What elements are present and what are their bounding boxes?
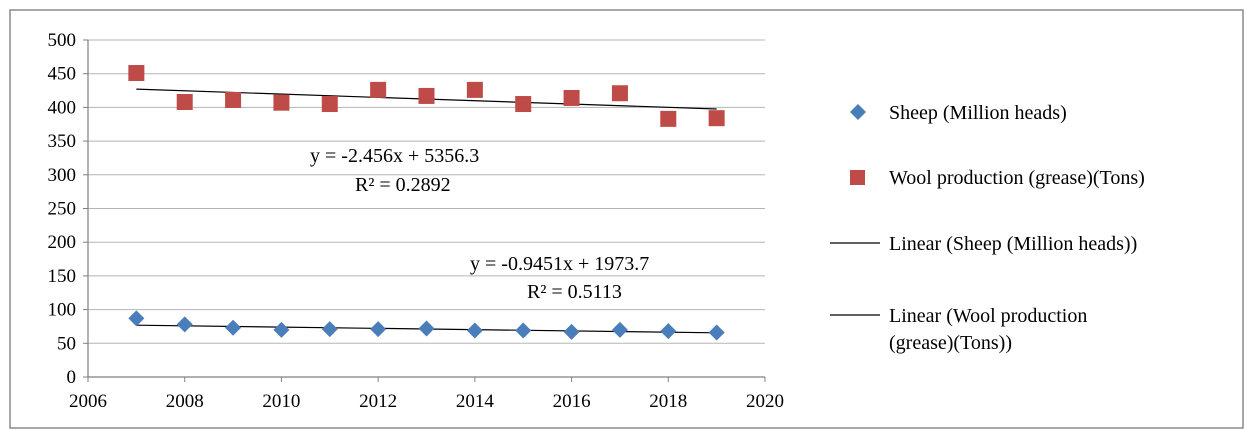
legend-label-wool: Wool production (grease)(Tons) [889,167,1145,189]
data-point-sheep [321,321,338,338]
legend-item-wool: Wool production (grease)(Tons) [850,167,1145,189]
data-point-sheep [611,321,628,338]
sheep-equation: y = -0.9451x + 1973.7 [470,253,649,275]
legend-item-linear-sheep: Linear (Sheep (Million heads)) [830,233,1137,255]
data-point-wool [466,81,483,98]
y-tick-label: 300 [48,165,77,186]
y-tick-label: 100 [48,300,77,321]
data-point-sheep [515,322,532,339]
y-tick-label: 50 [57,333,76,354]
y-tick-label: 200 [48,232,77,253]
data-point-sheep [370,321,387,338]
data-point-sheep [708,324,725,341]
legend-label-linear-wool-1: Linear (Wool production [889,305,1087,327]
data-point-sheep [128,310,145,327]
axis-layer: 0 50 100 150 200 250 300 350 400 450 500 2006 2008 20… [48,30,785,412]
y-tick-label: 450 [48,64,77,85]
wool-r2: R² = 0.2892 [355,174,451,196]
y-tick-label: 150 [48,266,77,287]
x-tick-label: 2010 [262,391,300,412]
data-point-wool [321,96,338,113]
legend: Sheep (Million heads) Wool production (g… [830,102,1145,354]
data-point-wool [273,94,290,111]
data-point-wool [128,65,145,82]
data-point-wool [418,87,435,104]
data-point-sheep [660,323,677,340]
y-tick-label: 250 [48,199,77,220]
legend-item-sheep: Sheep (Million heads) [850,102,1067,124]
data-point-wool [660,110,677,127]
data-point-sheep [273,321,290,338]
legend-label-linear-sheep: Linear (Sheep (Million heads)) [889,233,1137,255]
data-point-sheep [225,319,242,336]
chart-border [9,9,1244,429]
series-layer [128,65,725,341]
data-point-sheep [563,323,580,340]
x-tick-label: 2018 [649,391,687,412]
x-tick-label: 2014 [456,391,495,412]
x-tick-label: 2006 [69,391,107,412]
square-icon [850,170,865,185]
y-tick-label: 500 [48,30,77,51]
data-point-sheep [466,322,483,339]
x-tick-label: 2020 [746,391,784,412]
diamond-icon [850,104,866,120]
y-tick-label: 350 [48,131,77,152]
data-point-wool [708,110,725,127]
data-point-wool [370,81,387,98]
data-point-wool [611,85,628,102]
data-point-sheep [418,320,435,337]
grid-layer [88,39,765,344]
data-point-wool [563,89,580,106]
x-tick-label: 2012 [359,391,397,412]
sheep-r2: R² = 0.5113 [527,281,622,303]
data-point-sheep [176,316,193,333]
wool-equation: y = -2.456x + 5356.3 [310,145,479,167]
y-tick-label: 400 [48,97,77,118]
legend-label-sheep: Sheep (Million heads) [889,102,1067,124]
legend-label-linear-wool-2: (grease)(Tons)) [889,332,1012,354]
x-tick-label: 2016 [553,391,591,412]
data-point-wool [176,94,193,111]
x-tick-label: 2008 [166,391,204,412]
legend-item-linear-wool: Linear (Wool production (grease)(Tons)) [830,305,1087,354]
data-point-wool [515,96,532,113]
data-point-wool [225,91,242,108]
trendline-layer [136,88,717,334]
y-tick-label: 0 [67,367,77,388]
